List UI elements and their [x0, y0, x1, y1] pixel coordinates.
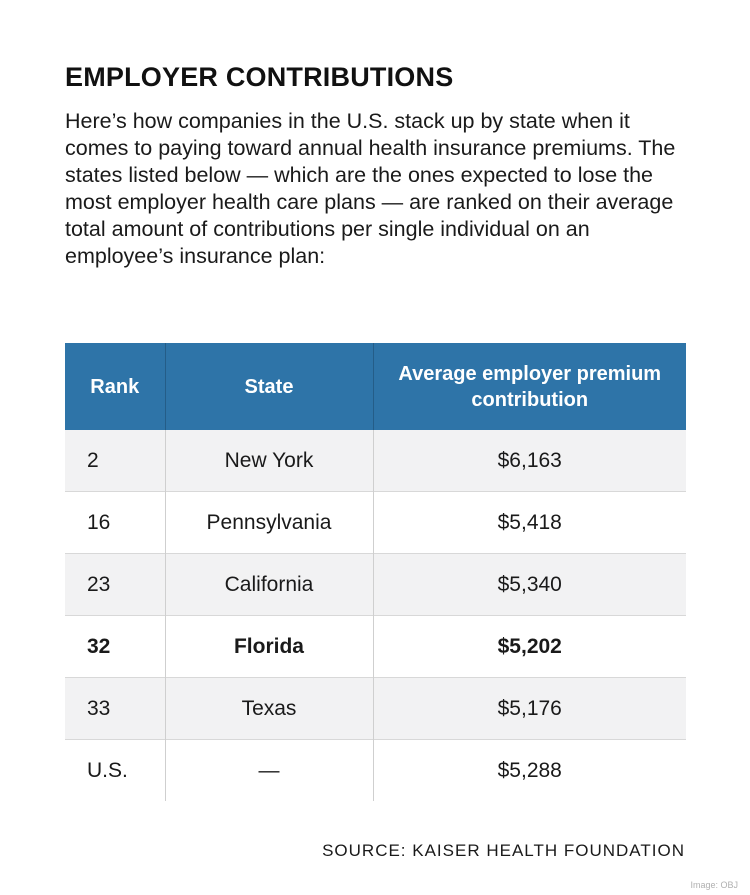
table-row: 32 Florida $5,202 [65, 615, 686, 678]
table-row: 33 Texas $5,176 [65, 677, 686, 740]
state-cell: California [164, 553, 373, 616]
rank-cell: U.S. [65, 739, 165, 801]
contribution-cell: $5,418 [372, 491, 686, 554]
contributions-table: Rank State Average employer premium cont… [65, 343, 686, 801]
table-row: U.S. — $5,288 [65, 739, 686, 801]
column-header-contribution: Average employer premium contribution [372, 343, 686, 430]
contribution-cell: $6,163 [372, 430, 686, 492]
table-row: 2 New York $6,163 [65, 430, 686, 492]
column-header-rank: Rank [65, 343, 165, 430]
table-header-row: Rank State Average employer premium cont… [65, 343, 686, 430]
state-cell: New York [164, 430, 373, 492]
chart-title: EMPLOYER CONTRIBUTIONS [65, 62, 454, 92]
state-cell: — [164, 739, 373, 801]
image-credit: Image: OBJ [690, 880, 738, 890]
source-note: SOURCE: KAISER HEALTH FOUNDATION [322, 841, 685, 860]
table-row: 23 California $5,340 [65, 553, 686, 616]
chart-subtitle: Here’s how companies in the U.S. stack u… [65, 109, 676, 268]
state-cell: Texas [164, 677, 373, 740]
table-body: 2 New York $6,163 16 Pennsylvania $5,418 23 Cal… [65, 430, 686, 801]
rank-cell: 16 [65, 491, 165, 554]
rank-cell: 23 [65, 553, 165, 616]
contribution-cell: $5,176 [372, 677, 686, 740]
contribution-cell: $5,288 [372, 739, 686, 801]
table-row: 16 Pennsylvania $5,418 [65, 491, 686, 554]
rank-cell: 2 [65, 430, 165, 492]
column-header-state: State [164, 343, 373, 430]
contribution-cell: $5,340 [372, 553, 686, 616]
rank-cell: 32 [65, 615, 165, 678]
contribution-cell: $5,202 [372, 615, 686, 678]
state-cell: Florida [164, 615, 373, 678]
rank-cell: 33 [65, 677, 165, 740]
state-cell: Pennsylvania [164, 491, 373, 554]
